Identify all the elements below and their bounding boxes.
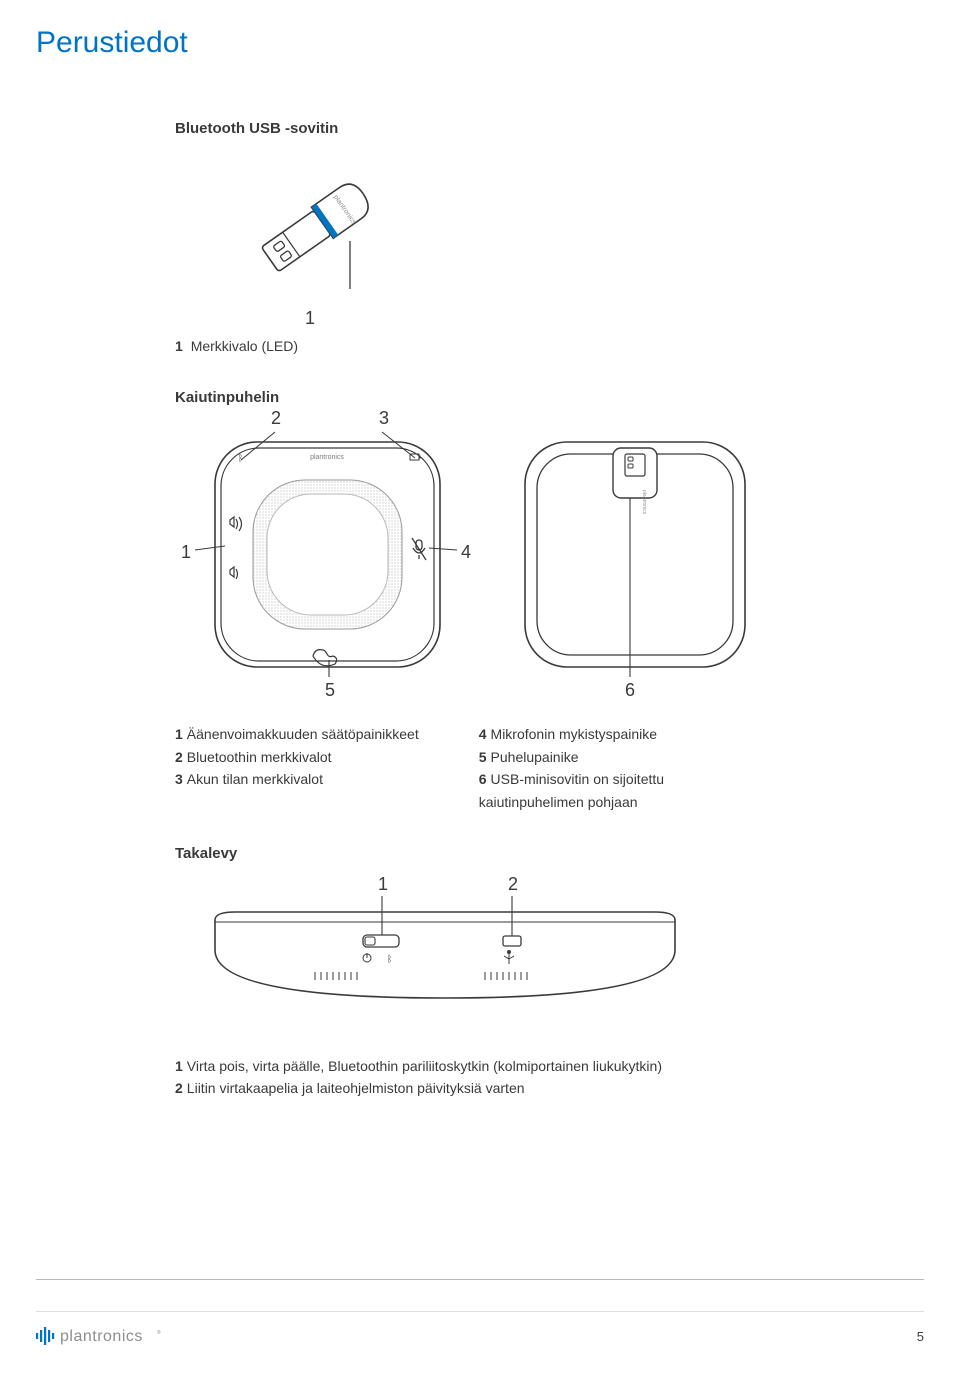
usb-callout-1: 1 (305, 308, 960, 329)
sp-callout-6: 6 (625, 680, 635, 701)
usb-item-1-num: 1 (175, 338, 183, 354)
backpanel-heading: Takalevy (175, 845, 960, 862)
sp-right-1-text: Mikrofonin mykistyspainike (491, 726, 658, 742)
usb-heading: Bluetooth USB -sovitin (175, 120, 960, 137)
svg-text:plantronics: plantronics (310, 454, 344, 461)
sp-right-1-num: 4 (479, 726, 487, 742)
sp-right-3-num: 6 (479, 771, 487, 787)
sp-right-2-num: 5 (479, 749, 487, 765)
content-area: Bluetooth USB -sovitin plantronics (0, 60, 960, 1100)
backpanel-legend: 1Virta pois, virta päälle, Bluetoothin p… (175, 1055, 960, 1100)
sp-legend-right: 4Mikrofonin mykistyspainike 5Puhelupaini… (479, 723, 739, 813)
bp-callout-2: 2 (508, 874, 518, 895)
sp-left-2: 2Bluetoothin merkkivalot (175, 746, 419, 768)
sp-right-2-text: Puhelupainike (491, 749, 579, 765)
sp-right-2: 5Puhelupainike (479, 746, 739, 768)
usb-legend: 1 Merkkivalo (LED) (175, 335, 960, 357)
speakerphone-section: Kaiutinpuhelin 2 3 1 4 5 (175, 389, 960, 813)
sp-callout-3: 3 (379, 408, 389, 429)
sp-left-3: 3Akun tilan merkkivalot (175, 768, 419, 790)
sp-callout-5: 5 (325, 680, 335, 701)
usb-adapter-figure: plantronics (235, 161, 960, 296)
svg-text:plantronics: plantronics (641, 490, 647, 515)
bp-item-2-num: 2 (175, 1080, 183, 1096)
sp-right-1: 4Mikrofonin mykistyspainike (479, 723, 739, 745)
svg-text:®: ® (157, 1329, 161, 1336)
sp-callout-2: 2 (271, 408, 281, 429)
speakerphone-figures-row: 2 3 1 4 5 (175, 412, 960, 707)
sp-left-1-text: Äänenvoimakkuuden säätöpainikkeet (187, 726, 419, 742)
footer: plantronics ® 5 (36, 1311, 924, 1350)
usb-item-1: 1 Merkkivalo (LED) (175, 335, 960, 357)
bp-item-1: 1Virta pois, virta päälle, Bluetoothin p… (175, 1055, 960, 1077)
sp-legend-left: 1Äänenvoimakkuuden säätöpainikkeet 2Blue… (175, 723, 419, 813)
bp-item-1-text: Virta pois, virta päälle, Bluetoothin pa… (187, 1058, 662, 1074)
speakerphone-back-figure: 6 plantronics (515, 412, 755, 707)
speakerphone-front-figure: 2 3 1 4 5 (175, 412, 475, 707)
sp-right-3-text: USB-minisovitin on sijoitettu kaiutinpuh… (479, 771, 664, 809)
speakerphone-legend: 1Äänenvoimakkuuden säätöpainikkeet 2Blue… (175, 723, 960, 813)
bp-item-1-num: 1 (175, 1058, 183, 1074)
sp-left-1-num: 1 (175, 726, 183, 742)
usb-item-1-text: Merkkivalo (LED) (191, 338, 298, 354)
backpanel-section: Takalevy 1 2 ᛒ (175, 845, 960, 1100)
footer-rule-upper (36, 1279, 924, 1280)
sp-callout-4: 4 (461, 542, 471, 563)
bp-item-2: 2Liitin virtakaapelia ja laiteohjelmisto… (175, 1077, 960, 1099)
bp-item-2-text: Liitin virtakaapelia ja laiteohjelmiston… (187, 1080, 525, 1096)
page-number: 5 (917, 1329, 924, 1344)
page-title: Perustiedot (0, 0, 960, 60)
usb-section: Bluetooth USB -sovitin plantronics (175, 120, 960, 357)
bp-callout-1: 1 (378, 874, 388, 895)
backpanel-figure: 1 2 ᛒ (195, 880, 960, 1015)
svg-text:plantronics: plantronics (60, 1328, 143, 1345)
sp-left-1: 1Äänenvoimakkuuden säätöpainikkeet (175, 723, 419, 745)
sp-left-3-text: Akun tilan merkkivalot (187, 771, 323, 787)
svg-text:ᛒ: ᛒ (387, 954, 392, 964)
sp-left-2-text: Bluetoothin merkkivalot (187, 749, 332, 765)
plantronics-logo: plantronics ® (36, 1322, 176, 1350)
sp-callout-1: 1 (181, 542, 191, 563)
sp-left-3-num: 3 (175, 771, 183, 787)
sp-right-3: 6USB-minisovitin on sijoitettu kaiutinpu… (479, 768, 739, 813)
speakerphone-heading: Kaiutinpuhelin (175, 389, 960, 406)
sp-left-2-num: 2 (175, 749, 183, 765)
